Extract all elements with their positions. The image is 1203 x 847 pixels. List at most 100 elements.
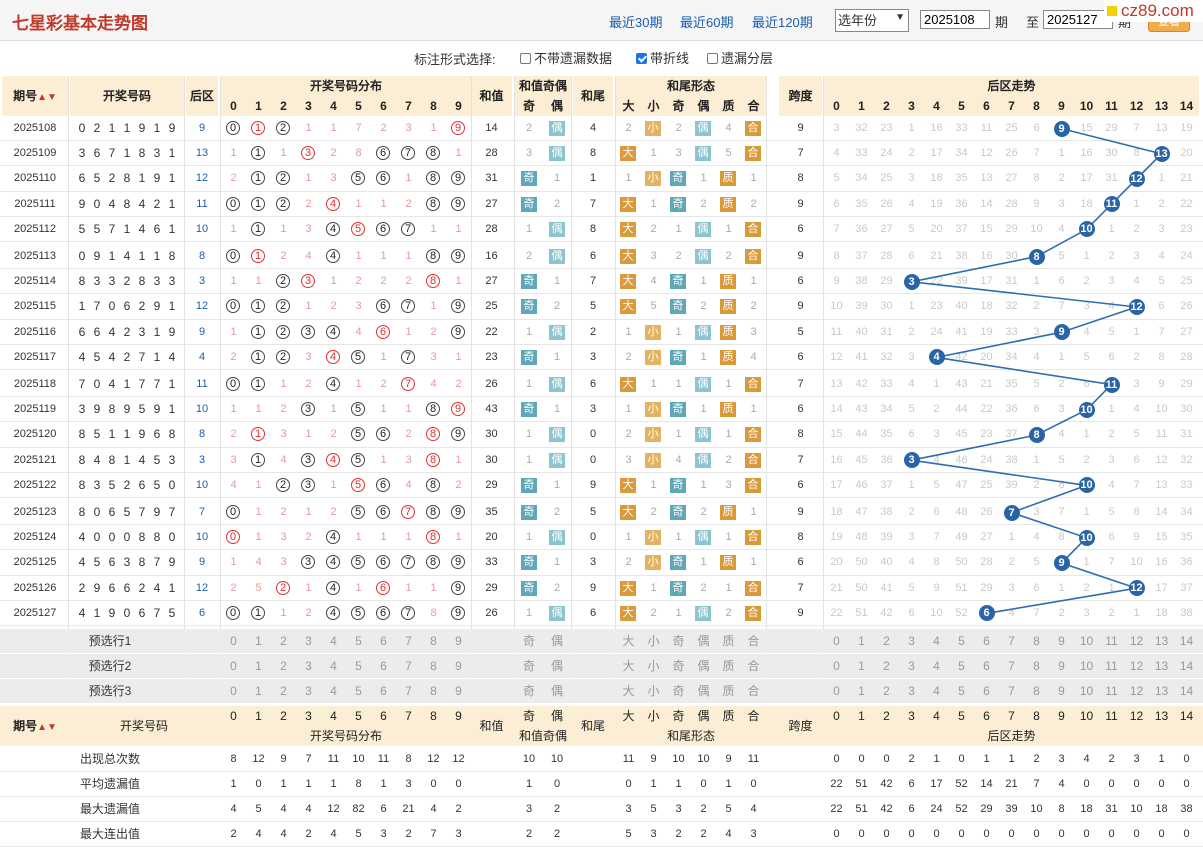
preselect-back-digit[interactable]: 3 [908, 684, 915, 698]
preselect-shape[interactable]: 奇 [672, 684, 685, 698]
preselect-back-digit[interactable]: 12 [1129, 634, 1144, 648]
preselect-back-digit[interactable]: 2 [883, 634, 890, 648]
preselect-digit[interactable]: 2 [280, 659, 287, 673]
preselect-shape[interactable]: 小 [647, 684, 660, 698]
preselect-back-digit[interactable]: 7 [1008, 659, 1015, 673]
preselect-odd[interactable]: 奇 [522, 684, 535, 698]
preselect-back-digit[interactable]: 3 [908, 634, 915, 648]
recent-30-link[interactable]: 最近30期 [609, 15, 663, 30]
footer-issue-header[interactable]: 期号▲▼ [2, 706, 68, 746]
preselect-shape[interactable]: 偶 [697, 659, 710, 673]
preselect-back-digit[interactable]: 13 [1154, 634, 1169, 648]
preselect-digit[interactable]: 4 [330, 684, 337, 698]
preselect-digit[interactable]: 9 [455, 684, 462, 698]
preselect-digit[interactable]: 2 [280, 634, 287, 648]
preselect-back-digit[interactable]: 12 [1129, 659, 1144, 673]
year-select[interactable]: 选年份 ▼ [835, 9, 909, 32]
to-issue-input[interactable] [1043, 10, 1113, 29]
preselect-back-digit[interactable]: 14 [1179, 684, 1194, 698]
preselect-back-digit[interactable]: 14 [1179, 634, 1194, 648]
preselect-back-digit[interactable]: 0 [833, 659, 840, 673]
preselect-even[interactable]: 偶 [550, 634, 563, 648]
preselect-back-digit[interactable]: 9 [1058, 659, 1065, 673]
preselect-back-digit[interactable]: 4 [933, 634, 940, 648]
preselect-digit[interactable]: 9 [455, 634, 462, 648]
preselect-shape[interactable]: 大 [622, 634, 635, 648]
recent-60-link[interactable]: 最近60期 [680, 15, 734, 30]
preselect-back-digit[interactable]: 10 [1079, 659, 1094, 673]
preselect-row[interactable] [0, 679, 1203, 703]
preselect-back-digit[interactable]: 6 [983, 684, 990, 698]
col-issue-header[interactable]: 期号▲▼ [2, 76, 68, 116]
preselect-shape[interactable]: 质 [722, 634, 735, 648]
preselect-digit[interactable]: 5 [355, 634, 362, 648]
preselect-digit[interactable]: 7 [405, 634, 412, 648]
preselect-shape[interactable]: 大 [622, 659, 635, 673]
preselect-digit[interactable]: 9 [455, 659, 462, 673]
preselect-back-digit[interactable]: 0 [833, 634, 840, 648]
preselect-digit[interactable]: 1 [255, 659, 262, 673]
preselect-row[interactable] [0, 629, 1203, 653]
preselect-back-digit[interactable]: 0 [833, 684, 840, 698]
preselect-digit[interactable]: 6 [380, 684, 387, 698]
preselect-back-digit[interactable]: 10 [1079, 684, 1094, 698]
preselect-back-digit[interactable]: 8 [1033, 634, 1040, 648]
preselect-digit[interactable]: 5 [355, 659, 362, 673]
preselect-digit[interactable]: 4 [330, 659, 337, 673]
preselect-shape[interactable]: 大 [622, 684, 635, 698]
preselect-odd[interactable]: 奇 [522, 634, 535, 648]
preselect-back-digit[interactable]: 1 [858, 634, 865, 648]
preselect-shape[interactable]: 合 [747, 659, 760, 673]
preselect-digit[interactable]: 7 [405, 659, 412, 673]
preselect-digit[interactable]: 8 [430, 659, 437, 673]
preselect-back-digit[interactable]: 4 [933, 659, 940, 673]
preselect-back-digit[interactable]: 2 [883, 659, 890, 673]
preselect-back-digit[interactable]: 9 [1058, 634, 1065, 648]
preselect-shape[interactable]: 奇 [672, 634, 685, 648]
preselect-digit[interactable]: 2 [280, 684, 287, 698]
preselect-back-digit[interactable]: 13 [1154, 659, 1169, 673]
preselect-digit[interactable]: 3 [305, 684, 312, 698]
preselect-back-digit[interactable]: 7 [1008, 634, 1015, 648]
preselect-shape[interactable]: 奇 [672, 659, 685, 673]
preselect-shape[interactable]: 偶 [697, 634, 710, 648]
checkbox-checked-icon[interactable] [636, 53, 647, 64]
preselect-shape[interactable]: 小 [647, 634, 660, 648]
preselect-back-digit[interactable]: 5 [958, 634, 965, 648]
option-with-line[interactable]: 带折线 [636, 48, 689, 67]
checkbox-icon[interactable] [707, 53, 718, 64]
preselect-digit[interactable]: 5 [355, 684, 362, 698]
preselect-shape[interactable]: 偶 [697, 684, 710, 698]
preselect-digit[interactable]: 4 [330, 634, 337, 648]
preselect-back-digit[interactable]: 5 [958, 659, 965, 673]
preselect-digit[interactable]: 0 [230, 659, 237, 673]
preselect-digit[interactable]: 3 [305, 659, 312, 673]
preselect-back-digit[interactable]: 10 [1079, 634, 1094, 648]
preselect-even[interactable]: 偶 [550, 659, 563, 673]
preselect-back-digit[interactable]: 12 [1129, 684, 1144, 698]
preselect-back-digit[interactable]: 5 [958, 684, 965, 698]
preselect-back-digit[interactable]: 14 [1179, 659, 1194, 673]
preselect-back-digit[interactable]: 6 [983, 634, 990, 648]
preselect-back-digit[interactable]: 1 [858, 684, 865, 698]
preselect-digit[interactable]: 8 [430, 634, 437, 648]
preselect-shape[interactable]: 合 [747, 634, 760, 648]
option-layered[interactable]: 遗漏分层 [707, 48, 773, 67]
recent-120-link[interactable]: 最近120期 [752, 15, 813, 30]
preselect-even[interactable]: 偶 [550, 684, 563, 698]
preselect-row[interactable] [0, 654, 1203, 678]
preselect-back-digit[interactable]: 11 [1105, 684, 1118, 698]
preselect-digit[interactable]: 1 [255, 684, 262, 698]
preselect-back-digit[interactable]: 6 [983, 659, 990, 673]
preselect-back-digit[interactable]: 8 [1033, 684, 1040, 698]
preselect-digit[interactable]: 8 [430, 684, 437, 698]
preselect-digit[interactable]: 6 [380, 634, 387, 648]
preselect-shape[interactable]: 小 [647, 659, 660, 673]
preselect-digit[interactable]: 6 [380, 659, 387, 673]
preselect-back-digit[interactable]: 8 [1033, 659, 1040, 673]
option-no-omission[interactable]: 不带遗漏数据 [520, 48, 612, 67]
preselect-back-digit[interactable]: 3 [908, 659, 915, 673]
preselect-digit[interactable]: 1 [255, 634, 262, 648]
preselect-back-digit[interactable]: 13 [1154, 684, 1169, 698]
preselect-back-digit[interactable]: 11 [1105, 659, 1118, 673]
